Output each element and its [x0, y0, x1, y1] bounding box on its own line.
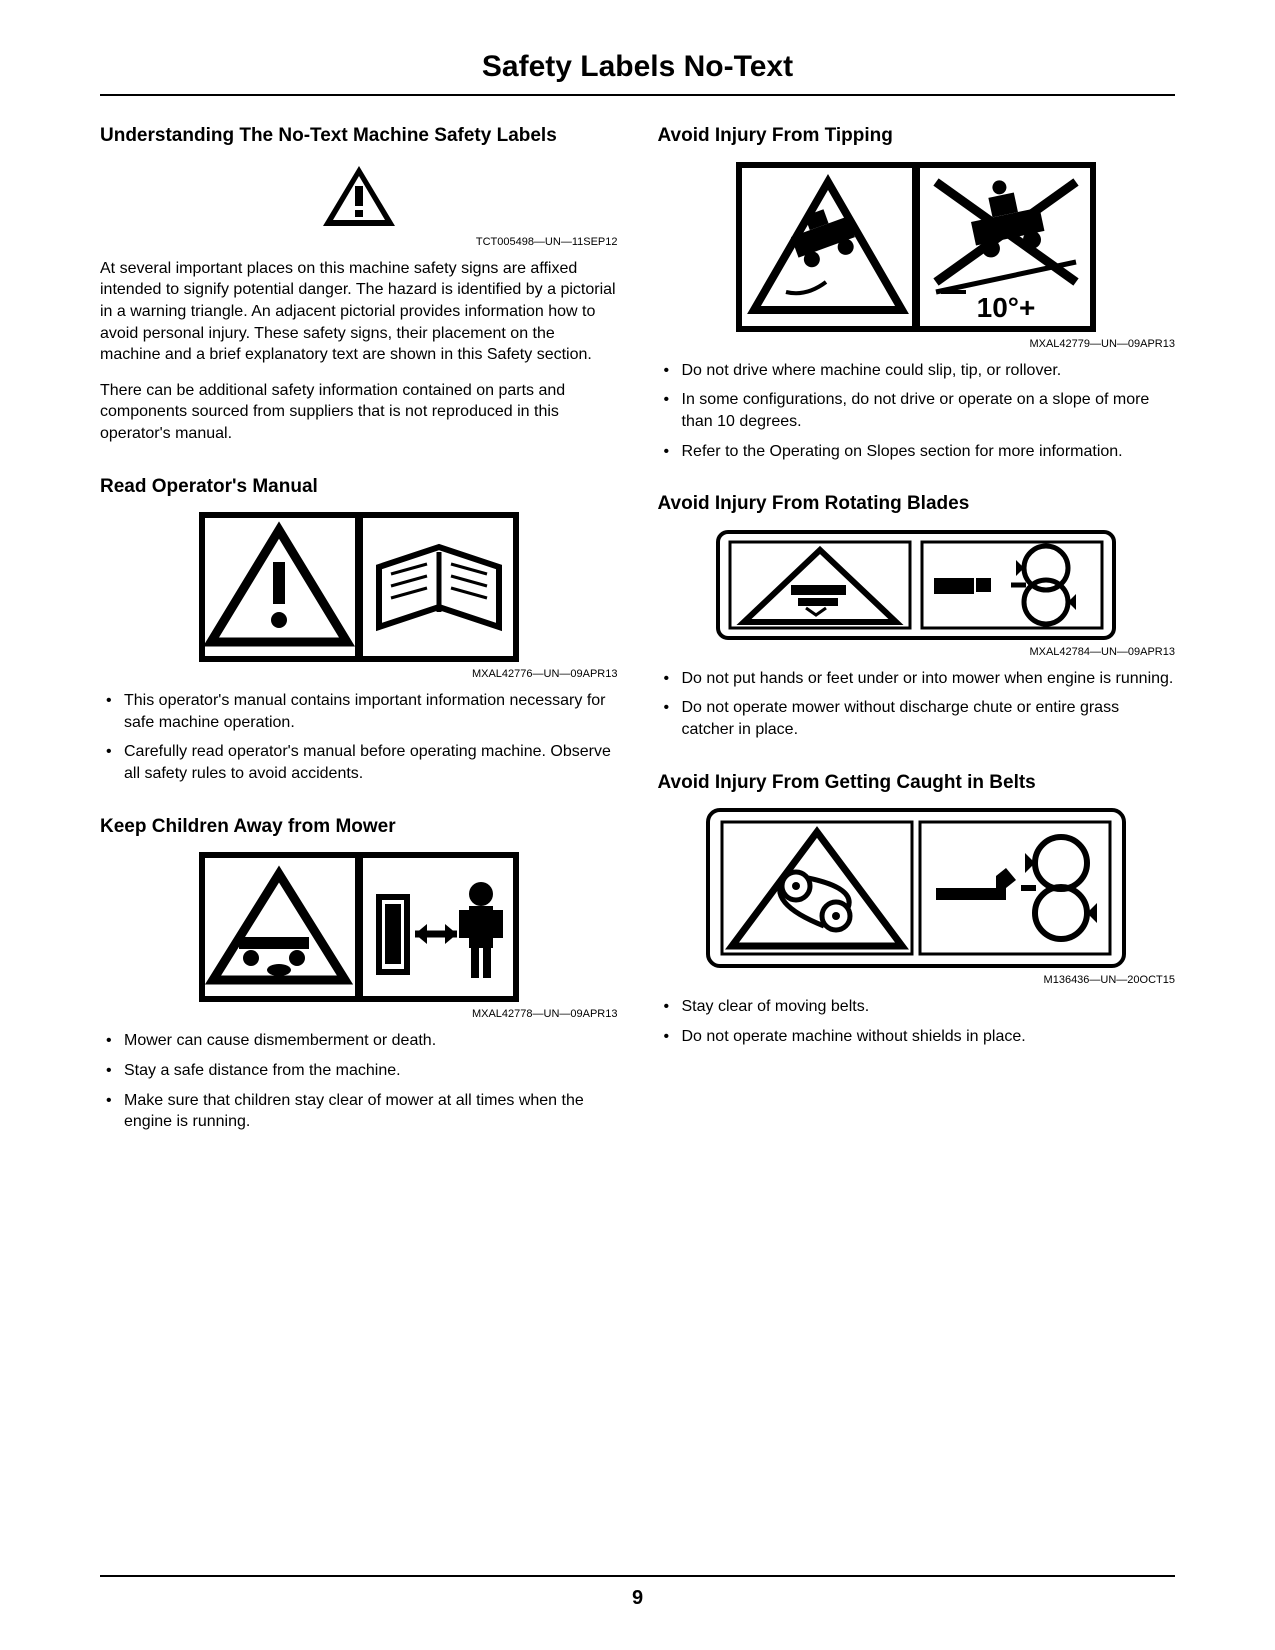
list-item: In some configurations, do not drive or …	[658, 389, 1176, 432]
slope-text: 10°+	[977, 292, 1036, 323]
content-columns: Understanding The No-Text Machine Safety…	[100, 124, 1175, 1163]
list-item: Refer to the Operating on Slopes section…	[658, 441, 1176, 463]
caption-read-manual: MXAL42776—UN—09APR13	[100, 668, 618, 680]
list-item: Do not drive where machine could slip, t…	[658, 360, 1176, 382]
bullets-tipping: Do not drive where machine could slip, t…	[658, 360, 1176, 462]
section-belts: Avoid Injury From Getting Caught in Belt…	[658, 771, 1176, 1048]
blades-label-icon	[658, 530, 1176, 640]
left-column: Understanding The No-Text Machine Safety…	[100, 124, 618, 1163]
list-item: Do not operate mower without discharge c…	[658, 697, 1176, 740]
right-column: Avoid Injury From Tipping	[658, 124, 1176, 1163]
section-children-away: Keep Children Away from Mower	[100, 815, 618, 1133]
list-item: Stay a safe distance from the machine.	[100, 1060, 618, 1082]
list-item: Do not operate machine without shields i…	[658, 1026, 1176, 1048]
page-footer: 9	[100, 1575, 1175, 1610]
para-understanding-2: There can be additional safety informati…	[100, 380, 618, 445]
caption-children-away: MXAL42778—UN—09APR13	[100, 1008, 618, 1020]
page-title: Safety Labels No-Text	[100, 50, 1175, 96]
heading-read-manual: Read Operator's Manual	[100, 475, 618, 499]
section-tipping: Avoid Injury From Tipping	[658, 124, 1176, 462]
list-item: This operator's manual contains importan…	[100, 690, 618, 733]
belts-label-icon	[658, 808, 1176, 968]
caption-understanding: TCT005498—UN—11SEP12	[100, 236, 618, 248]
section-understanding: Understanding The No-Text Machine Safety…	[100, 124, 618, 445]
list-item: Carefully read operator's manual before …	[100, 741, 618, 784]
caption-belts: M136436—UN—20OCT15	[658, 974, 1176, 986]
bullets-children-away: Mower can cause dismemberment or death. …	[100, 1030, 618, 1132]
list-item: Stay clear of moving belts.	[658, 996, 1176, 1018]
heading-tipping: Avoid Injury From Tipping	[658, 124, 1176, 148]
bullets-blades: Do not put hands or feet under or into m…	[658, 668, 1176, 741]
caption-blades: MXAL42784—UN—09APR13	[658, 646, 1176, 658]
bullets-read-manual: This operator's manual contains importan…	[100, 690, 618, 784]
section-read-manual: Read Operator's Manual	[100, 475, 618, 785]
caption-tipping: MXAL42779—UN—09APR13	[658, 338, 1176, 350]
warning-triangle-icon	[100, 162, 618, 230]
heading-belts: Avoid Injury From Getting Caught in Belt…	[658, 771, 1176, 795]
page-number: 9	[632, 1587, 643, 1609]
section-blades: Avoid Injury From Rotating Blades	[658, 492, 1176, 741]
tipping-label-icon: 10°+	[658, 162, 1176, 332]
bullets-belts: Stay clear of moving belts. Do not opera…	[658, 996, 1176, 1047]
heading-blades: Avoid Injury From Rotating Blades	[658, 492, 1176, 516]
read-manual-label-icon	[100, 512, 618, 662]
heading-understanding: Understanding The No-Text Machine Safety…	[100, 124, 618, 148]
list-item: Do not put hands or feet under or into m…	[658, 668, 1176, 690]
children-away-label-icon	[100, 852, 618, 1002]
list-item: Make sure that children stay clear of mo…	[100, 1090, 618, 1133]
list-item: Mower can cause dismemberment or death.	[100, 1030, 618, 1052]
para-understanding-1: At several important places on this mach…	[100, 258, 618, 366]
heading-children-away: Keep Children Away from Mower	[100, 815, 618, 839]
